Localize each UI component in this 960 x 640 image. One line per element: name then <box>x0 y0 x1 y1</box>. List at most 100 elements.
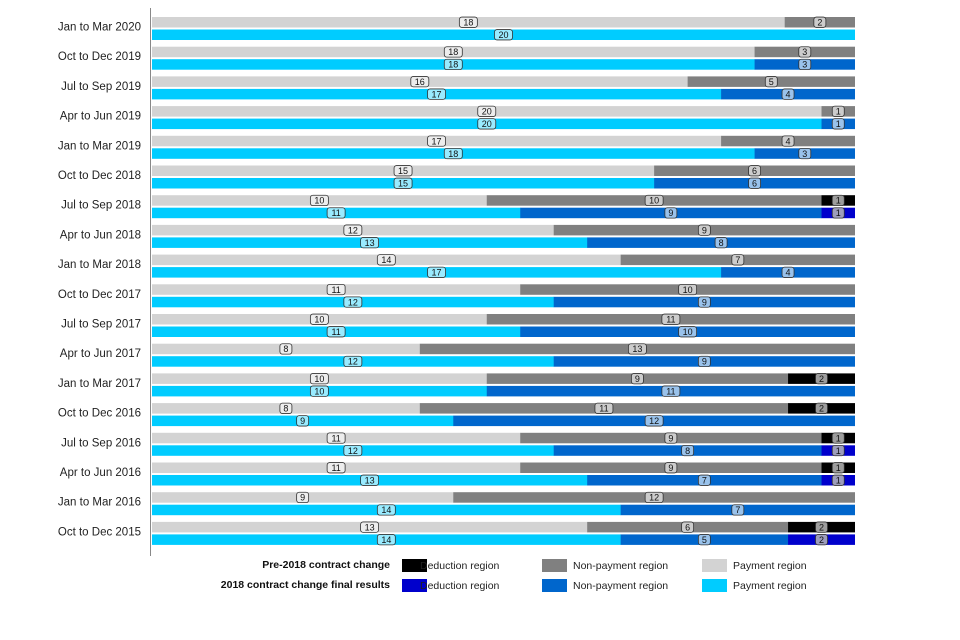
data-label-pre-2018-contract-change-payment-region-9: 11 <box>331 285 340 295</box>
data-label-pre-2018-contract-change-deduction-region-6: 1 <box>836 196 841 206</box>
data-label-box-1-0-13 <box>296 415 310 427</box>
data-label-box-0-2-13 <box>815 402 828 414</box>
data-label-pre-2018-contract-change-payment-region-11: 8 <box>283 344 288 354</box>
data-label-box-0-1-7 <box>697 224 711 236</box>
data-label-box-0-1-17 <box>681 521 695 533</box>
data-label-pre-2018-contract-change-non-payment-region-1: 3 <box>802 47 807 57</box>
data-label-2018-contract-change-final-results-payment-region-9: 12 <box>348 297 358 307</box>
category-label-oct-to-dec-2016: Oct to Dec 2016 <box>58 408 141 420</box>
data-label-2018-contract-change-final-results-payment-region-10: 11 <box>331 327 340 337</box>
data-label-2018-contract-change-final-results-non-payment-region-11: 9 <box>702 357 707 367</box>
data-label-2018-contract-change-final-results-non-payment-region-15: 7 <box>702 475 707 485</box>
category-label-jan-to-mar-2020: Jan to Mar 2020 <box>58 22 141 34</box>
data-label-box-1-1-7 <box>714 237 728 249</box>
data-label-pre-2018-contract-change-non-payment-region-14: 9 <box>668 433 673 443</box>
data-label-box-1-0-9 <box>343 296 363 308</box>
data-label-box-1-1-13 <box>644 415 664 427</box>
data-label-box-0-0-6 <box>309 194 329 207</box>
data-label-pre-2018-contract-change-non-payment-region-15: 9 <box>668 463 673 473</box>
data-label-box-0-1-15 <box>664 462 678 474</box>
data-label-pre-2018-contract-change-payment-region-8: 14 <box>381 255 391 265</box>
data-label-box-1-0-10 <box>326 326 346 338</box>
data-label-2018-contract-change-final-results-payment-region-0: 20 <box>498 30 508 40</box>
data-label-pre-2018-contract-change-non-payment-region-0: 2 <box>817 17 822 27</box>
category-label-jan-to-mar-2018: Jan to Mar 2018 <box>58 259 141 271</box>
data-label-box-1-1-11 <box>697 355 711 368</box>
data-label-2018-contract-change-final-results-non-payment-region-2: 4 <box>786 89 791 99</box>
data-label-box-0-2-14 <box>831 432 845 444</box>
category-label-apr-to-jun-2018: Apr to Jun 2018 <box>60 229 141 241</box>
data-label-box-1-1-5 <box>748 177 761 189</box>
data-label-box-1-0-5 <box>393 177 413 189</box>
data-label-box-1-1-6 <box>664 207 678 219</box>
data-label-box-0-1-11 <box>628 343 647 355</box>
data-label-box-1-0-8 <box>427 266 446 278</box>
data-label-pre-2018-contract-change-non-payment-region-7: 9 <box>702 225 707 235</box>
legend-label-2018-contract-change-final-results-non-payment-region: Non-payment region <box>573 580 668 592</box>
data-label-box-1-0-2 <box>427 88 446 100</box>
data-label-box-1-2-17 <box>815 534 828 546</box>
data-label-pre-2018-contract-change-non-payment-region-11: 13 <box>632 344 642 354</box>
data-label-box-0-0-10 <box>309 313 329 325</box>
data-label-2018-contract-change-final-results-non-payment-region-10: 10 <box>683 327 693 337</box>
data-label-pre-2018-contract-change-payment-region-1: 18 <box>448 47 458 57</box>
data-label-pre-2018-contract-change-non-payment-region-2: 5 <box>769 77 774 87</box>
data-label-pre-2018-contract-change-payment-region-17: 13 <box>365 522 375 532</box>
data-label-box-0-0-2 <box>410 76 430 88</box>
data-label-2018-contract-change-final-results-payment-region-15: 13 <box>365 475 375 485</box>
data-label-2018-contract-change-final-results-payment-region-1: 18 <box>448 60 458 70</box>
data-label-2018-contract-change-final-results-non-payment-region-16: 7 <box>735 505 740 515</box>
data-label-box-1-0-3 <box>477 118 497 130</box>
data-label-pre-2018-contract-change-payment-region-6: 10 <box>314 196 324 206</box>
data-label-box-0-1-0 <box>813 16 827 28</box>
data-label-box-1-1-1 <box>798 58 812 71</box>
data-label-pre-2018-contract-change-deduction-region-12: 2 <box>819 374 824 384</box>
data-label-pre-2018-contract-change-deduction-region-15: 1 <box>836 463 841 473</box>
data-label-box-0-1-14 <box>664 432 678 444</box>
category-label-oct-to-dec-2018: Oct to Dec 2018 <box>58 170 141 182</box>
data-label-box-0-0-14 <box>326 432 346 444</box>
data-label-pre-2018-contract-change-payment-region-14: 11 <box>331 433 340 443</box>
category-label-jan-to-mar-2016: Jan to Mar 2016 <box>58 497 141 509</box>
data-label-box-1-0-15 <box>360 474 380 486</box>
data-label-2018-contract-change-final-results-payment-region-13: 9 <box>300 416 305 426</box>
data-label-2018-contract-change-final-results-deduction-region-17: 2 <box>819 535 824 545</box>
category-label-jul-to-sep-2017: Jul to Sep 2017 <box>61 319 141 331</box>
data-label-2018-contract-change-final-results-payment-region-4: 18 <box>448 149 458 159</box>
data-label-box-1-0-16 <box>376 504 396 516</box>
data-label-box-0-0-3 <box>477 105 497 117</box>
data-label-box-0-1-3 <box>831 105 845 117</box>
data-label-box-0-2-6 <box>831 194 845 207</box>
data-label-2018-contract-change-final-results-payment-region-3: 20 <box>482 119 492 129</box>
data-label-box-0-0-9 <box>326 283 346 296</box>
data-label-pre-2018-contract-change-non-payment-region-8: 7 <box>735 255 740 265</box>
category-label-jul-to-sep-2018: Jul to Sep 2018 <box>61 200 141 212</box>
data-label-box-0-1-4 <box>781 135 795 147</box>
data-label-box-0-0-13 <box>279 402 293 414</box>
data-label-2018-contract-change-final-results-non-payment-region-14: 8 <box>685 446 690 456</box>
data-label-2018-contract-change-final-results-deduction-region-6: 1 <box>836 208 841 218</box>
data-label-pre-2018-contract-change-payment-region-2: 16 <box>415 77 425 87</box>
category-label-oct-to-dec-2019: Oct to Dec 2019 <box>58 51 141 63</box>
data-label-box-1-1-9 <box>697 296 711 308</box>
data-label-box-1-0-14 <box>343 444 363 457</box>
data-label-box-0-1-10 <box>661 313 681 325</box>
data-label-pre-2018-contract-change-payment-region-5: 15 <box>398 166 408 176</box>
data-label-box-1-1-8 <box>781 266 795 278</box>
data-label-box-0-2-12 <box>815 373 828 385</box>
data-label-2018-contract-change-final-results-non-payment-region-6: 9 <box>668 208 673 218</box>
data-label-2018-contract-change-final-results-payment-region-6: 11 <box>331 208 340 218</box>
data-label-box-0-1-9 <box>678 283 698 296</box>
data-label-pre-2018-contract-change-deduction-region-14: 1 <box>836 433 841 443</box>
legend-label-pre-2018-contract-change-deduction-region: Deduction region <box>420 560 500 572</box>
legend-swatch-2018-contract-change-final-results-payment-region <box>702 579 727 592</box>
data-label-pre-2018-contract-change-non-payment-region-3: 1 <box>836 107 841 117</box>
category-label-apr-to-jun-2017: Apr to Jun 2017 <box>60 348 141 360</box>
data-label-2018-contract-change-final-results-non-payment-region-7: 8 <box>719 238 724 248</box>
data-label-box-1-0-7 <box>360 237 380 249</box>
category-label-jan-to-mar-2019: Jan to Mar 2019 <box>58 140 141 152</box>
data-label-pre-2018-contract-change-deduction-region-17: 2 <box>819 522 824 532</box>
legend-swatch-pre-2018-contract-change-payment-region <box>702 559 727 572</box>
legend-label-pre-2018-contract-change-payment-region: Payment region <box>733 560 807 572</box>
data-label-pre-2018-contract-change-deduction-region-13: 2 <box>819 404 824 414</box>
